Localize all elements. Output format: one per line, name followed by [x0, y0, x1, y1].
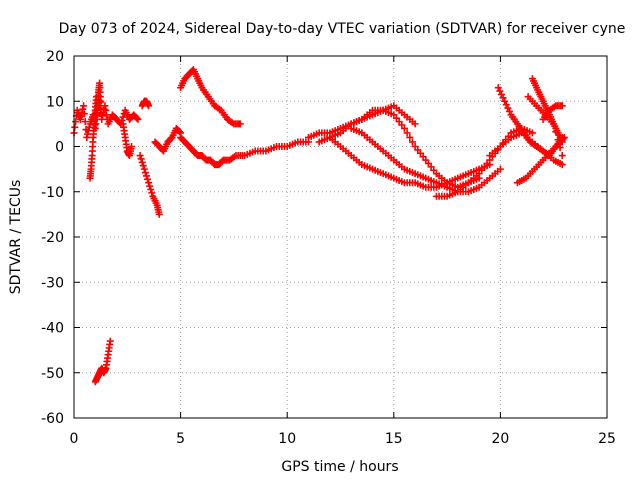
series-track-bump	[138, 97, 153, 110]
data-point	[136, 152, 144, 160]
x-tick-label: 20	[491, 431, 509, 447]
data-point	[80, 110, 88, 118]
data-point	[146, 182, 154, 190]
x-tick-label: 15	[385, 431, 403, 447]
data-point	[501, 97, 509, 105]
data-point	[411, 120, 419, 128]
data-point	[400, 124, 408, 132]
data-point	[558, 161, 566, 169]
data-point	[148, 189, 156, 197]
grid	[74, 56, 607, 418]
data-point	[155, 210, 163, 218]
x-axis-label: GPS time / hours	[281, 459, 398, 475]
y-tick-label: 0	[55, 140, 64, 156]
data-point	[560, 133, 568, 141]
data-point	[496, 165, 504, 173]
x-tick-label: 10	[278, 431, 296, 447]
data-point	[142, 172, 150, 180]
data-point	[134, 115, 142, 123]
x-tick-label: 25	[598, 431, 616, 447]
series-track-early-cluster	[70, 93, 142, 141]
y-tick-label: -60	[41, 411, 64, 427]
data-point	[403, 129, 411, 137]
series-track-dip-b	[136, 152, 163, 218]
y-tick-label: -10	[41, 185, 64, 201]
y-tick-label: 10	[46, 94, 64, 110]
plot-frame	[73, 55, 608, 419]
data-point	[137, 155, 145, 163]
data-point	[138, 158, 146, 166]
data-point	[128, 143, 136, 150]
y-tick-labels: 20 10 0 -10 -20 -30 -40 -50 -60	[41, 49, 64, 427]
data-point	[528, 129, 536, 137]
y-tick-label: -40	[41, 321, 64, 337]
data-point	[408, 138, 416, 146]
y-tick-label: 20	[46, 49, 64, 65]
data-point	[80, 102, 88, 110]
data-point	[556, 144, 564, 152]
data-point	[558, 152, 566, 160]
data-point	[558, 102, 566, 110]
x-tick-label: 0	[70, 431, 79, 447]
series-track-late-g	[524, 93, 566, 160]
axis-ticks	[73, 55, 608, 419]
data-point	[147, 185, 155, 193]
series-track-low-5	[177, 133, 313, 169]
y-tick-label: -30	[41, 275, 64, 291]
data-point	[550, 120, 558, 128]
data-point	[145, 102, 153, 110]
series-track-peak-5	[177, 66, 244, 128]
data-point	[106, 337, 114, 345]
data-point	[141, 169, 149, 177]
data-point	[118, 116, 126, 124]
data-point	[139, 162, 147, 170]
data-point	[176, 128, 184, 136]
series-track-mid-c	[326, 133, 494, 191]
data-point	[559, 135, 567, 143]
y-tick-label: -50	[41, 366, 64, 382]
series-track-early-spike-2	[92, 79, 105, 123]
series-track-late-e	[513, 133, 568, 187]
data-point	[552, 128, 560, 136]
x-tick-labels: 0 5 10 15 20 25	[70, 431, 616, 447]
chart-title: Day 073 of 2024, Sidereal Day-to-day VTE…	[59, 21, 626, 37]
data-point	[144, 175, 152, 183]
data-marks	[70, 66, 568, 386]
series-track-dip-a	[119, 120, 136, 160]
data-point	[502, 101, 510, 109]
data-point	[97, 97, 105, 105]
data-point	[406, 133, 414, 141]
data-point	[504, 104, 512, 112]
y-axis-label: SDTVAR / TECUs	[8, 180, 24, 295]
x-tick-label: 5	[176, 431, 185, 447]
data-point	[236, 120, 244, 128]
series-track-outlier	[91, 337, 114, 386]
data-point	[496, 87, 504, 95]
series-track-rise-5	[151, 124, 185, 155]
data-point	[145, 179, 153, 187]
data-point	[140, 165, 148, 173]
data-point	[554, 136, 562, 144]
data-point	[494, 84, 502, 92]
y-tick-label: -20	[41, 230, 64, 246]
data-point	[133, 114, 141, 122]
data-point	[497, 90, 505, 98]
series-track-early-spike	[86, 93, 100, 182]
